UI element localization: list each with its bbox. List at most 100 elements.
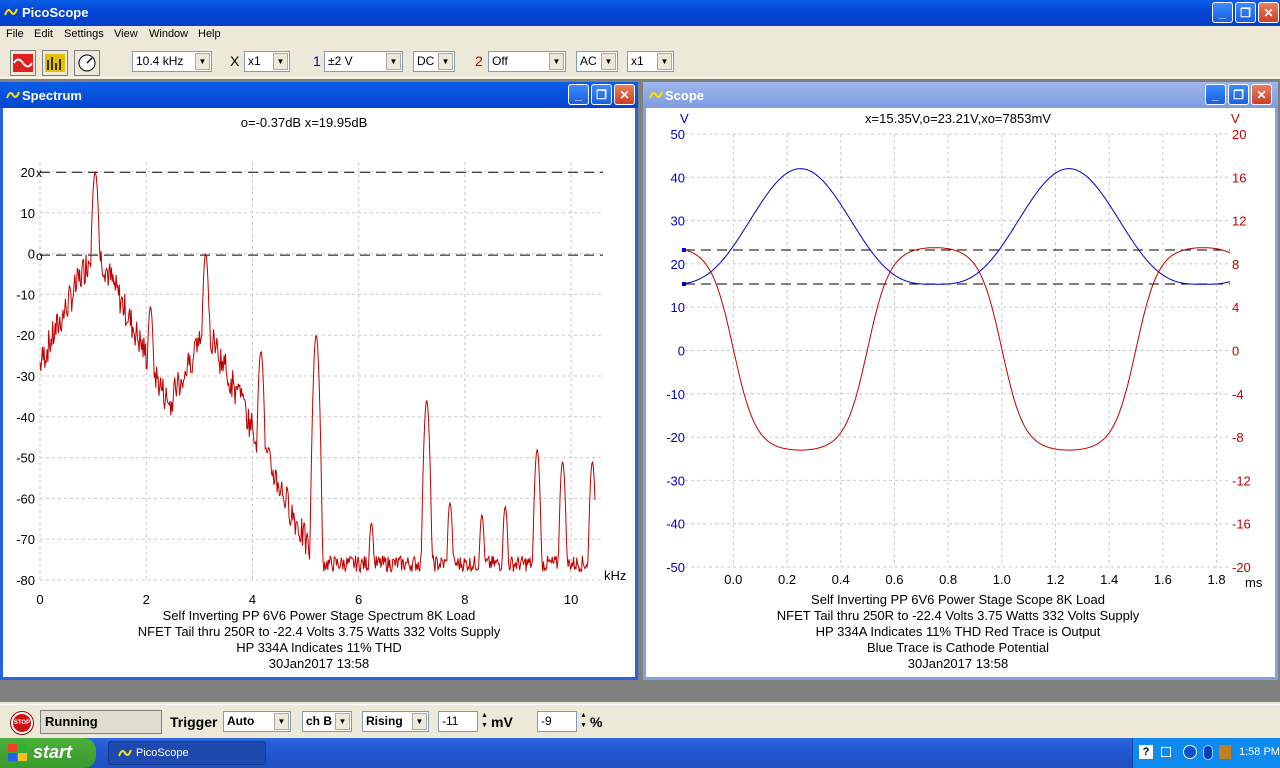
app-titlebar[interactable]: PicoScope _ ❐ ✕ <box>0 0 1280 26</box>
channel-a-range-value: ±2 V <box>328 54 353 68</box>
toolbar: 10.4 kHz ▼ X x1 ▼ 1 ±2 V ▼ DC ▼ 2 Off ▼ AC ▼ x… <box>0 46 1280 78</box>
spectrum-readout: o=-0.37dB x=19.95dB <box>241 115 368 130</box>
channel-a-range-select[interactable]: ±2 V ▼ <box>324 51 403 72</box>
scope-left-y-tick-label: -30 <box>666 473 685 488</box>
spectrum-x-tick-label: 10 <box>564 592 578 607</box>
channel-b-multiplier-value: x1 <box>631 54 644 68</box>
spin-up-icon: ▲ <box>481 712 488 719</box>
meter-mode-button[interactable] <box>74 50 100 76</box>
chevron-down-icon: ▼ <box>657 53 672 70</box>
trigger-label: Trigger <box>170 714 218 730</box>
menu-edit[interactable]: Edit <box>34 28 53 40</box>
menu-view[interactable]: View <box>114 28 138 40</box>
scope-maximize-button[interactable]: ❐ <box>1228 84 1249 105</box>
menu-bar: File Edit Settings View Window Help <box>0 26 1280 44</box>
help-icon[interactable]: ? <box>1139 745 1153 759</box>
scope-caption-line-2: NFET Tail thru 250R to -22.4 Volts 3.75 … <box>777 608 1140 623</box>
app-close-button[interactable]: ✕ <box>1258 2 1279 23</box>
scope-x-tick-label: 0.6 <box>885 572 903 587</box>
channel-b-multiplier-select[interactable]: x1 ▼ <box>627 51 674 72</box>
scope-left-y-tick-label: 10 <box>671 300 685 315</box>
scope-window-icon <box>649 91 663 99</box>
spectrum-x-tick-label: 8 <box>461 592 468 607</box>
scope-right-y-tick-label: -4 <box>1232 387 1244 402</box>
network-icon[interactable] <box>1161 747 1171 757</box>
spectrum-y-tick-label: -50 <box>16 451 35 466</box>
scope-trace-blue <box>684 168 1231 285</box>
spectrum-chart[interactable]: 20 10 0 -10 -20 -30 -40 -50 -60 -70 -80 0 2 4 6 8 10 o=… <box>3 108 635 677</box>
system-tray: ? 1:58 PM <box>1132 738 1280 768</box>
app-minimize-button[interactable]: _ <box>1212 2 1233 23</box>
channel-b-range-select[interactable]: Off ▼ <box>488 51 566 72</box>
scope-right-y-tick-label: 0 <box>1232 344 1239 359</box>
mdi-workspace: Spectrum _ ❐ ✕ 20 10 0 -10 -20 -30 -40 -50 -60 -7… <box>0 79 1280 702</box>
spectrum-x-tick-label: 2 <box>143 592 150 607</box>
menu-help[interactable]: Help <box>198 28 221 40</box>
spectrum-minimize-button[interactable]: _ <box>568 84 589 105</box>
spectrum-y-tick-label: 10 <box>21 206 35 221</box>
pretrigger-spinner[interactable]: ▲ ▼ <box>578 711 589 732</box>
menu-file[interactable]: File <box>6 28 24 40</box>
scope-left-axis-unit: V <box>680 111 689 126</box>
scope-right-y-tick-label: 16 <box>1232 170 1246 185</box>
spectrum-y-tick-label: 0 <box>28 247 35 262</box>
channel-b-coupling-select[interactable]: AC ▼ <box>576 51 618 72</box>
scope-marker-handle <box>682 248 686 253</box>
scope-minimize-button[interactable]: _ <box>1205 84 1226 105</box>
chevron-down-icon: ▼ <box>274 713 289 730</box>
chevron-down-icon: ▼ <box>549 53 564 70</box>
channel-b-range-value: Off <box>492 54 508 68</box>
timebase-value: 10.4 kHz <box>136 54 184 68</box>
scope-left-y-ticks: 50 40 30 20 10 0 -10 -20 -30 -40 -50 <box>666 127 685 575</box>
spectrum-title: Spectrum <box>22 88 82 103</box>
scope-trace-red <box>684 247 1231 451</box>
trigger-channel-select[interactable]: ch B ▼ <box>302 711 352 732</box>
scope-mode-button[interactable] <box>10 50 36 76</box>
spectrum-close-button[interactable]: ✕ <box>614 84 635 105</box>
scope-x-tick-label: 0.2 <box>778 572 796 587</box>
scope-titlebar[interactable]: Scope _ ❐ ✕ <box>643 82 1278 108</box>
scope-right-y-tick-label: -12 <box>1232 473 1251 488</box>
trigger-edge-select[interactable]: Rising ▼ <box>362 711 429 732</box>
spectrum-mode-button[interactable] <box>42 50 68 76</box>
scope-left-y-tick-label: -20 <box>666 430 685 445</box>
spectrum-y-tick-label: -40 <box>16 410 35 425</box>
chevron-down-icon: ▼ <box>601 53 616 70</box>
spectrum-marker-lines <box>40 171 603 256</box>
scope-close-button[interactable]: ✕ <box>1251 84 1272 105</box>
trigger-level-input[interactable]: -11 <box>438 711 478 732</box>
bluetooth-icon[interactable] <box>1203 745 1213 760</box>
scope-x-tick-label: 1.8 <box>1208 572 1226 587</box>
taskbar-picoscope[interactable]: PicoScope <box>108 741 266 765</box>
trigger-mode-select[interactable]: Auto ▼ <box>223 711 291 732</box>
timebase-select[interactable]: 10.4 kHz ▼ <box>132 51 212 72</box>
clock[interactable]: 1:58 PM <box>1239 746 1280 758</box>
pretrigger-unit: % <box>590 714 603 730</box>
spectrum-titlebar[interactable]: Spectrum _ ❐ ✕ <box>0 82 638 108</box>
spectrum-y-tick-label: -70 <box>16 532 35 547</box>
spectrum-maximize-button[interactable]: ❐ <box>591 84 612 105</box>
scope-right-y-tick-label: 4 <box>1232 300 1239 315</box>
trigger-level-spinner[interactable]: ▲ ▼ <box>479 711 490 732</box>
stop-button[interactable]: STOP <box>11 712 33 734</box>
spectrum-y-ticks: 20 10 0 -10 -20 -30 -40 -50 -60 -70 -80 <box>16 165 35 588</box>
menu-window[interactable]: Window <box>149 28 189 40</box>
expand-tray-icon[interactable] <box>1183 745 1197 759</box>
spectrum-window: Spectrum _ ❐ ✕ 20 10 0 -10 -20 -30 -40 -50 -60 -7… <box>0 82 638 680</box>
scope-left-y-tick-label: 20 <box>671 257 685 272</box>
volume-icon[interactable] <box>1219 745 1231 759</box>
spectrum-window-icon <box>6 91 20 99</box>
menu-settings[interactable]: Settings <box>64 28 104 40</box>
app-maximize-button[interactable]: ❐ <box>1235 2 1256 23</box>
pretrigger-input[interactable]: -9 <box>537 711 577 732</box>
x-multiplier-select[interactable]: x1 ▼ <box>244 51 290 72</box>
start-button[interactable]: start <box>0 738 96 768</box>
channel-a-coupling-select[interactable]: DC ▼ <box>413 51 455 72</box>
scope-right-y-tick-label: 12 <box>1232 214 1246 229</box>
channel-b-coupling-value: AC <box>580 54 597 68</box>
trigger-mode-value: Auto <box>227 714 255 728</box>
status-bar: STOP Running Trigger Auto ▼ ch B ▼ Rising ▼… <box>0 704 1280 738</box>
scope-caption-line-1: Self Inverting PP 6V6 Power Stage Scope … <box>811 592 1105 607</box>
chevron-down-icon: ▼ <box>412 713 427 730</box>
